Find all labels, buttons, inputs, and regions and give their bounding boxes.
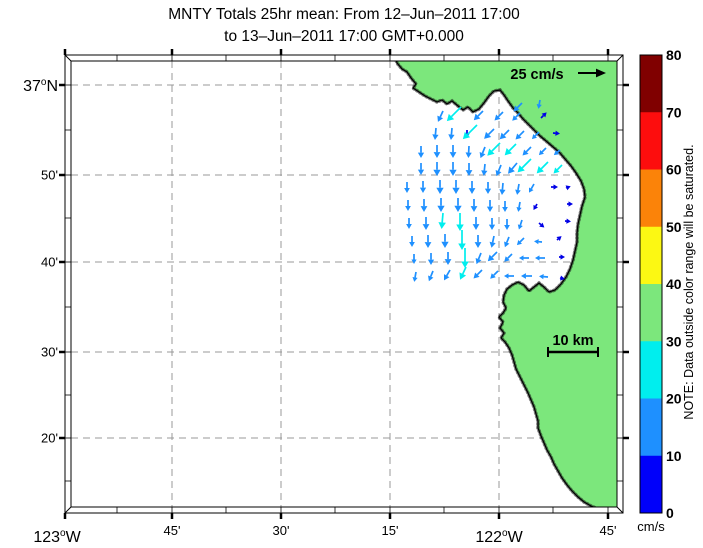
axis-tick-label: 37oN [23,77,58,95]
current-vectors [404,99,573,282]
plot-title-line1: MNTY Totals 25hr mean: From 12–Jun–2011 … [168,6,520,23]
scale-bar: 10 km [547,333,599,357]
axis-tick-label: 45' [164,523,181,538]
colorbar: 80 70 60 50 40 30 20 10 0cm/s [637,47,682,534]
land-polygon [394,61,617,507]
colorbar-tick-label: 40 [666,276,682,292]
colorbar-tick-label: 0 [666,505,674,521]
colorbar-note: NOTE: Data outside color range will be s… [682,144,696,419]
colorbar-segment [640,398,662,457]
colorbar-segment [640,226,662,285]
colorbar-segment [640,341,662,399]
axis-tick-label: 45' [600,523,617,538]
axis-tick-label: 30' [273,523,290,538]
coastline [395,61,595,507]
vector-key-label: 25 cm/s [510,67,563,83]
colorbar-segment [640,112,662,170]
colorbar-tick-label: 30 [666,333,682,349]
vector-key: 25 cm/s [510,67,606,83]
colorbar-tick-label: 80 [666,47,682,63]
axis-ticks [59,49,629,519]
colorbar-segment [640,169,662,228]
colorbar-tick-label: 60 [666,162,682,178]
axis-tick-label: 50' [41,168,58,183]
colorbar-tick-label: 20 [666,391,682,407]
colorbar-tick-label: 50 [666,219,682,235]
colorbar-segment [640,284,662,342]
colorbar-segment [640,455,662,514]
map-frame [64,54,624,514]
colorbar-tick-label: 10 [666,448,682,464]
y-axis-labels: 37oN 50' 40' 30' 20' [23,77,58,446]
axis-tick-label: 122oW [475,528,523,546]
colorbar-tick-label: 70 [666,104,682,120]
axis-tick-label: 15' [382,523,399,538]
scale-bar-label: 10 km [552,333,593,349]
axis-tick-label: 30' [41,345,58,360]
axis-tick-label: 20' [41,431,58,446]
axis-tick-label: 40' [41,255,58,270]
plot-title: MNTY Totals 25hr mean: From 12–Jun–2011 … [65,4,623,47]
frame-separators [65,55,623,513]
x-axis-labels: 123oW 45' 30' 15' 122oW 45' [33,523,616,546]
axis-tick-label: 123oW [33,528,81,546]
colorbar-segment [640,55,662,113]
colorbar-units-label: cm/s [637,519,665,534]
plot-title-line2: to 13–Jun–2011 17:00 GMT+0.000 [224,27,464,45]
